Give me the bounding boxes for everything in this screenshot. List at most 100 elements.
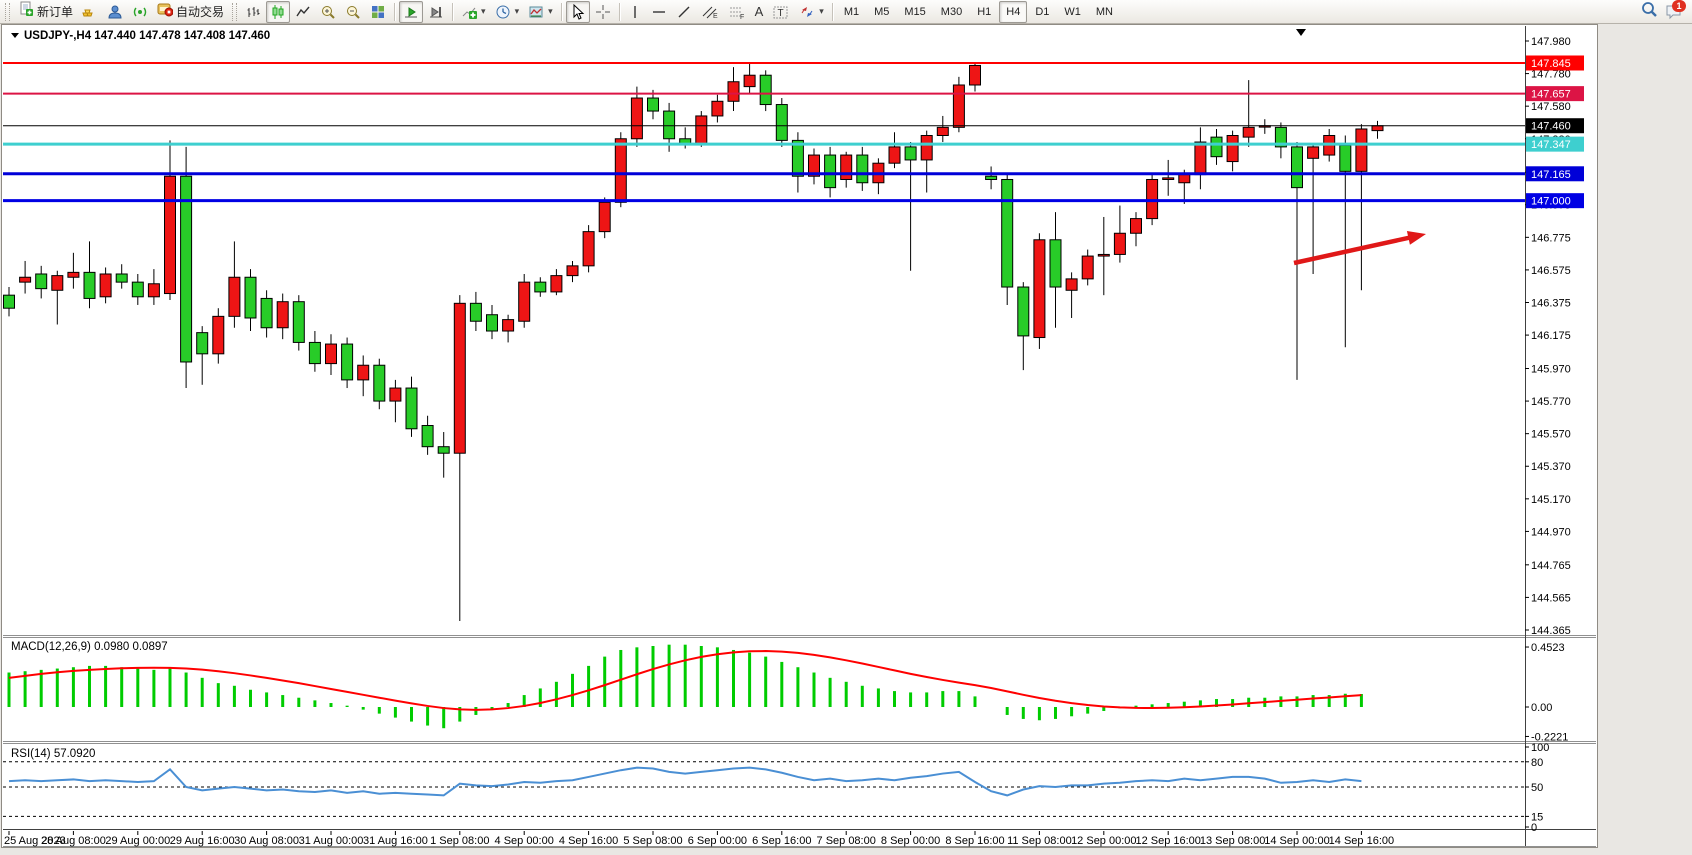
toolbar-separator xyxy=(560,2,562,21)
svg-text:80: 80 xyxy=(1531,757,1543,769)
chart-svg[interactable]: USDJPY-,H4 147.440 147.478 147.408 147.4… xyxy=(2,25,1597,847)
timeframe-m15-button[interactable]: M15 xyxy=(904,5,926,18)
svg-text:145.170: 145.170 xyxy=(1531,494,1571,506)
svg-text:144.765: 144.765 xyxy=(1531,560,1571,572)
svg-text:12 Sep 00:00: 12 Sep 00:00 xyxy=(1071,835,1136,847)
text-tool-glyph: A xyxy=(754,4,764,19)
rsi-label: RSI(14) 57.0920 xyxy=(11,748,95,760)
toolbar-grip[interactable] xyxy=(232,2,238,21)
zoom-out-button[interactable] xyxy=(341,1,365,23)
timeframe-mn-button[interactable]: MN xyxy=(1095,5,1113,18)
dropdown-arrow-icon: ▾ xyxy=(819,6,824,16)
svg-text:147.000: 147.000 xyxy=(1531,196,1571,208)
toolbar-separator xyxy=(394,2,396,21)
svg-text:T: T xyxy=(778,8,784,19)
svg-text:145.970: 145.970 xyxy=(1531,363,1571,375)
crosshair-tool-button[interactable] xyxy=(591,1,615,23)
svg-text:145.370: 145.370 xyxy=(1531,461,1571,473)
svg-text:14 Sep 16:00: 14 Sep 16:00 xyxy=(1329,835,1394,847)
timeframe-m1-button[interactable]: M1 xyxy=(843,5,860,18)
channel-tool-button[interactable]: E xyxy=(697,1,723,23)
svg-text:29 Aug 00:00: 29 Aug 00:00 xyxy=(105,835,170,847)
chart-shift-button[interactable] xyxy=(424,1,448,23)
svg-text:0.00: 0.00 xyxy=(1531,702,1552,714)
trendline-tool-button[interactable] xyxy=(672,1,696,23)
svg-text:146.375: 146.375 xyxy=(1531,298,1571,310)
svg-text:25 Aug 2023: 25 Aug 2023 xyxy=(4,835,66,847)
horizontal-line-tool-button[interactable] xyxy=(647,1,671,23)
signal-button[interactable] xyxy=(128,1,152,23)
notification-badge: 1 xyxy=(1672,0,1686,12)
auto-trading-label: 自动交易 xyxy=(176,5,225,19)
svg-text:12 Sep 16:00: 12 Sep 16:00 xyxy=(1135,835,1200,847)
templates-button[interactable]: ▾ xyxy=(524,1,557,23)
svg-text:144.565: 144.565 xyxy=(1531,592,1571,604)
svg-text:30 Aug 08:00: 30 Aug 08:00 xyxy=(234,835,299,847)
auto-trading-button[interactable]: 自动交易 xyxy=(153,1,228,23)
text-label-tool-button[interactable]: T xyxy=(768,1,794,23)
dropdown-arrow-icon: ▾ xyxy=(514,6,520,16)
svg-text:7 Sep 08:00: 7 Sep 08:00 xyxy=(817,835,876,847)
zoom-in-button[interactable] xyxy=(316,1,340,23)
gold-button[interactable] xyxy=(78,1,102,23)
toolbar-separator xyxy=(452,2,454,21)
svg-text:6 Sep 16:00: 6 Sep 16:00 xyxy=(752,835,811,847)
svg-text:1 Sep 08:00: 1 Sep 08:00 xyxy=(430,835,489,847)
auto-scroll-button[interactable] xyxy=(399,0,424,23)
timeframe-w1-button[interactable]: W1 xyxy=(1064,5,1081,18)
svg-text:29 Aug 16:00: 29 Aug 16:00 xyxy=(170,835,235,847)
svg-text:144.365: 144.365 xyxy=(1531,625,1571,637)
tile-windows-button[interactable] xyxy=(366,1,390,23)
svg-text:15: 15 xyxy=(1531,811,1543,823)
svg-text:13 Sep 08:00: 13 Sep 08:00 xyxy=(1200,835,1265,847)
svg-text:31 Aug 16:00: 31 Aug 16:00 xyxy=(363,835,428,847)
svg-text:8 Sep 16:00: 8 Sep 16:00 xyxy=(945,835,1004,847)
toolbar-separator xyxy=(618,2,620,21)
svg-text:147.460: 147.460 xyxy=(1531,121,1571,133)
fibonacci-tool-button[interactable]: F xyxy=(724,1,750,23)
svg-text:145.570: 145.570 xyxy=(1531,429,1571,441)
svg-text:5 Sep 08:00: 5 Sep 08:00 xyxy=(623,835,682,847)
auto-trading-icon xyxy=(157,1,174,22)
svg-text:-0.2221: -0.2221 xyxy=(1531,731,1568,743)
dropdown-arrow-icon: ▾ xyxy=(548,6,553,16)
periods-button[interactable]: ▾ xyxy=(491,1,524,23)
bar-chart-type-button[interactable] xyxy=(241,1,265,23)
svg-text:147.657: 147.657 xyxy=(1531,89,1571,101)
timeframe-m5-button[interactable]: M5 xyxy=(874,5,890,18)
vertical-line-tool-button[interactable] xyxy=(624,1,646,23)
main-toolbar: 新订单 自动交易 ▾ ▾ ▾ E F A T ▾ M xyxy=(0,0,1692,24)
timeframe-d1-button[interactable]: D1 xyxy=(1035,5,1050,18)
arrows-tool-button[interactable]: ▾ xyxy=(795,1,828,23)
cursor-tool-button[interactable] xyxy=(565,0,590,23)
toolbar-grip[interactable] xyxy=(5,2,10,21)
svg-text:144.970: 144.970 xyxy=(1531,526,1571,538)
search-icon[interactable] xyxy=(1640,0,1658,23)
chat-icon[interactable]: 1 xyxy=(1664,0,1686,22)
svg-text:50: 50 xyxy=(1531,782,1543,794)
macd-label: MACD(12,26,9) 0.0980 0.0897 xyxy=(11,641,168,653)
svg-text:146.575: 146.575 xyxy=(1531,265,1571,277)
candle-chart-type-button[interactable] xyxy=(266,0,291,23)
timeframe-h1-button[interactable]: H1 xyxy=(977,5,992,18)
new-order-button[interactable]: 新订单 xyxy=(14,1,77,23)
svg-text:14 Sep 00:00: 14 Sep 00:00 xyxy=(1264,835,1329,847)
svg-text:6 Sep 00:00: 6 Sep 00:00 xyxy=(688,835,747,847)
collapse-triangle-icon[interactable] xyxy=(11,33,19,38)
timeframe-toolbar: M1 M5 M15 M30 H1 H4 D1 W1 MN xyxy=(837,0,1120,23)
timeframe-h4-button[interactable]: H4 xyxy=(999,0,1028,23)
text-tool-button[interactable]: A xyxy=(751,1,768,23)
market-profile-button[interactable] xyxy=(103,1,127,23)
svg-text:147.165: 147.165 xyxy=(1531,169,1571,181)
indicators-button[interactable]: ▾ xyxy=(457,1,490,23)
svg-text:31 Aug 00:00: 31 Aug 00:00 xyxy=(299,835,364,847)
svg-text:4 Sep 16:00: 4 Sep 16:00 xyxy=(559,835,618,847)
chart-title: USDJPY-,H4 147.440 147.478 147.408 147.4… xyxy=(24,30,270,42)
svg-text:28 Aug 08:00: 28 Aug 08:00 xyxy=(41,835,106,847)
svg-text:147.580: 147.580 xyxy=(1531,101,1571,113)
timeframe-m30-button[interactable]: M30 xyxy=(940,5,963,18)
svg-text:147.347: 147.347 xyxy=(1531,139,1571,151)
chart-window[interactable]: USDJPY-,H4 147.440 147.478 147.408 147.4… xyxy=(1,24,1598,848)
line-chart-type-button[interactable] xyxy=(291,1,315,23)
svg-text:E: E xyxy=(713,13,718,20)
